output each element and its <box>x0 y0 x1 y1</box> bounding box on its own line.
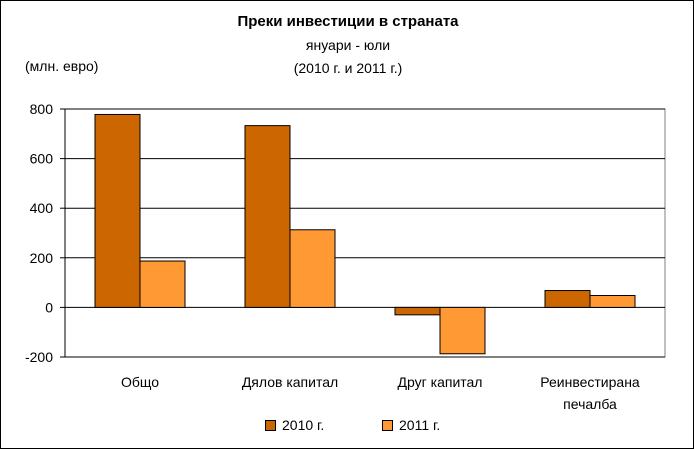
x-tick-label-2: Друг капитал <box>398 374 483 390</box>
bar-2010-cat-1 <box>244 125 291 308</box>
bar-2011-cat-3 <box>589 294 636 308</box>
chart-title: Преки инвестиции в страната <box>237 13 459 30</box>
x-tick-label-3: Реинвестирана <box>540 374 640 390</box>
bar-2011-cat-0 <box>139 260 186 308</box>
bar-2011-cat-1 <box>289 229 336 308</box>
bar-2010-cat-2 <box>394 306 441 316</box>
y-tick-label-800: 800 <box>30 101 54 117</box>
y-axis-unit-label: (млн. евро) <box>25 58 99 74</box>
y-tick-label-400: 400 <box>30 200 54 216</box>
y-tick-label-600: 600 <box>30 151 54 167</box>
x-tick-label-0: Общо <box>121 374 159 390</box>
legend-swatch-2010 <box>265 419 276 431</box>
y-tick-label-0: 0 <box>45 299 53 315</box>
legend-item-2010: 2010 г. <box>265 417 324 433</box>
bar-2010-cat-3 <box>544 290 591 308</box>
legend-item-2011: 2011 г. <box>382 417 440 433</box>
x-tick-label-1: Дялов капитал <box>242 374 338 390</box>
legend-swatch-2011 <box>382 419 393 431</box>
legend-label-2010: 2010 г. <box>282 417 325 433</box>
chart-subtitle-period: януари - юли <box>305 37 391 53</box>
bar-2010-cat-0 <box>94 113 141 308</box>
plot-area <box>64 108 666 358</box>
legend-label-2011: 2011 г. <box>399 417 441 433</box>
bar-2011-cat-2 <box>439 306 486 355</box>
y-tick-label--200: -200 <box>25 349 53 365</box>
chart-subtitle-years: (2010 г. и 2011 г.) <box>293 60 403 76</box>
x-tick-label-3-line-1: печалба <box>563 396 617 412</box>
y-tick-label-200: 200 <box>30 250 54 266</box>
